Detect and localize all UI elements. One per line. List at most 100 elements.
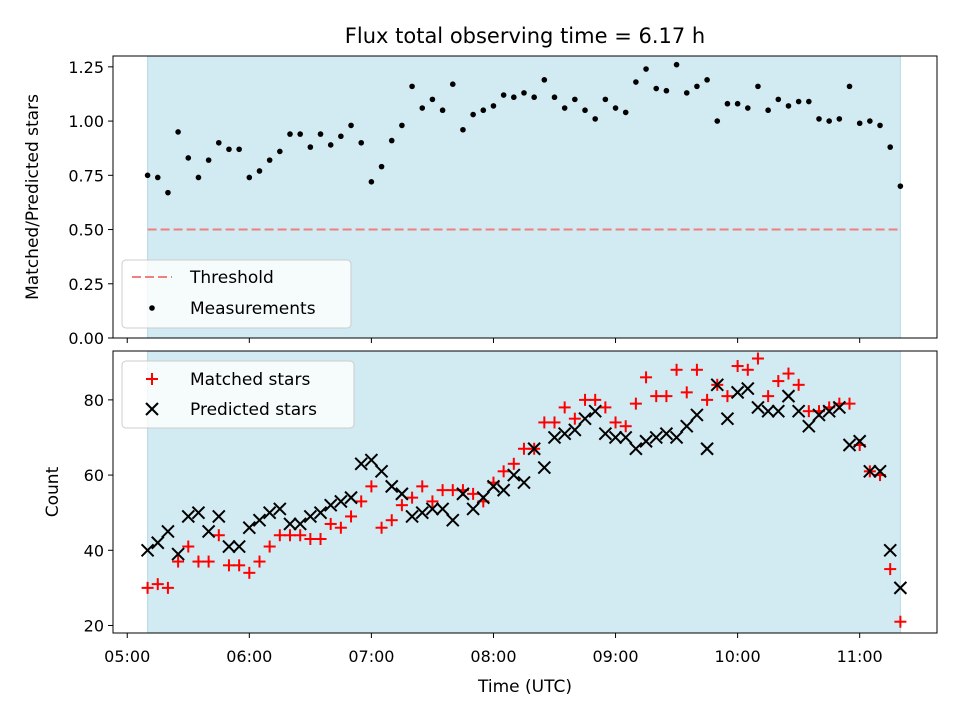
bottom-plot-frame — [112, 350, 938, 634]
predicted-star-point — [486, 479, 501, 494]
measurement-point — [633, 79, 639, 85]
matched-star-point — [243, 566, 256, 579]
chart-title: Flux total observing time = 6.17 h — [345, 24, 705, 48]
predicted-star-point — [619, 430, 633, 445]
predicted-star-point — [557, 427, 572, 441]
bottom-y-tick-label: 80 — [84, 391, 104, 410]
bottom-x-axis: 05:00 06:00 07:00 08:00 09:00 10:00 11:00 — [104, 633, 883, 666]
predicted-star-point — [710, 378, 724, 392]
top-y-axis-label: Matched/Predicted stars — [23, 94, 43, 300]
predicted-star-point — [201, 524, 216, 539]
measurement-point — [551, 94, 558, 101]
predicted-star-point — [690, 408, 704, 422]
measurement-point — [439, 107, 446, 114]
bottom-y-tick-label: 60 — [84, 466, 104, 485]
measurement-point — [755, 83, 761, 90]
matched-star-point — [670, 363, 683, 376]
matched-star-point — [436, 484, 449, 497]
measurement-point — [602, 96, 609, 103]
legend-measurements-label: Measurements — [190, 299, 316, 319]
predicted-star-point — [425, 502, 440, 516]
matched-star-point — [660, 390, 673, 403]
measurement-point — [287, 131, 293, 137]
predicted-star-point — [212, 509, 226, 524]
predicted-star-point — [771, 404, 786, 418]
measurement-point — [673, 61, 680, 68]
predicted-star-point — [659, 427, 674, 441]
measurement-point — [460, 126, 466, 133]
predicted-star-point — [578, 411, 592, 426]
predicted-star-point — [649, 430, 663, 445]
matched-star-point — [192, 555, 205, 568]
predicted-star-point — [720, 411, 735, 426]
x-axis-label: Time (UTC) — [477, 677, 572, 697]
matched-star-point — [843, 397, 856, 410]
predicted-star-point — [517, 475, 531, 490]
predicted-star-point — [547, 430, 562, 445]
predicted-star-point — [527, 442, 541, 456]
matched-star-point — [406, 491, 419, 504]
measurement-point — [775, 96, 782, 103]
predicted-star-point — [293, 517, 307, 531]
predicted-star-point — [802, 419, 816, 433]
measurement-point — [531, 94, 537, 101]
bottom-y-tick-label: 40 — [84, 541, 104, 560]
predicted-star-point — [252, 513, 267, 527]
predicted-star-point — [639, 434, 653, 448]
measurement-point — [185, 155, 192, 161]
predicted-star-point — [344, 490, 358, 505]
matched-star-point — [141, 581, 154, 594]
predicted-star-point — [435, 502, 450, 516]
measurement-point — [297, 131, 303, 137]
matched-star-point — [640, 371, 653, 384]
bottom-legend: Matched stars Predicted stars — [121, 360, 355, 429]
measurement-point — [409, 83, 415, 90]
legend-matched-swatch — [146, 373, 158, 385]
measurement-point — [317, 131, 324, 137]
predicted-star-point — [354, 457, 368, 471]
measurement-point — [256, 168, 263, 174]
measurement-point — [572, 96, 578, 103]
matched-star-point — [151, 578, 164, 591]
measurement-point — [429, 96, 436, 103]
predicted-star-point — [466, 502, 480, 516]
top-y-axis: 0.00 0.25 0.50 0.75 1.00 1.25 — [68, 58, 113, 348]
matched-star-point — [416, 480, 429, 493]
matched-star-point — [579, 393, 592, 406]
measurement-point — [877, 122, 883, 129]
predicted-star-point — [273, 502, 287, 516]
measurement-point — [480, 107, 487, 114]
predicted-star-point — [446, 513, 460, 527]
matched-star-point — [233, 559, 246, 572]
measurement-point — [897, 183, 904, 189]
predicted-star-point — [781, 389, 796, 403]
predicted-star-point — [822, 404, 836, 418]
matched-star-point — [161, 581, 174, 594]
bottom-panel: 20 40 60 80 05:00 06:00 07:00 08:00 09:00 10:00 1… — [43, 350, 938, 697]
predicted-star-point — [385, 479, 399, 494]
top-y-tick-label: 0.75 — [68, 166, 104, 185]
measurement-point — [836, 116, 843, 122]
matched-star-point — [772, 375, 785, 388]
predicted-star-point — [313, 505, 328, 520]
predicted-star-point — [852, 434, 867, 448]
predicted-star-point — [761, 404, 775, 418]
measurement-point — [867, 118, 873, 124]
measurement-point — [653, 85, 660, 92]
predicted-star-point — [812, 408, 826, 422]
predicted-star-point — [700, 442, 714, 456]
legend-predicted-swatch — [145, 402, 159, 416]
measurement-point — [795, 98, 802, 105]
matched-star-point — [263, 540, 276, 553]
measurement-point — [816, 116, 822, 122]
measurement-point — [694, 83, 700, 90]
measurement-point — [195, 174, 202, 181]
predicted-star-point — [456, 487, 470, 501]
matched-star-point — [182, 540, 195, 553]
predicted-star-point — [608, 430, 623, 445]
matched-star-point — [355, 495, 368, 508]
predicted-star-point — [161, 524, 175, 539]
predicted-star-point — [374, 464, 389, 479]
predicted-star-point — [415, 505, 429, 520]
measurement-point — [500, 92, 507, 98]
